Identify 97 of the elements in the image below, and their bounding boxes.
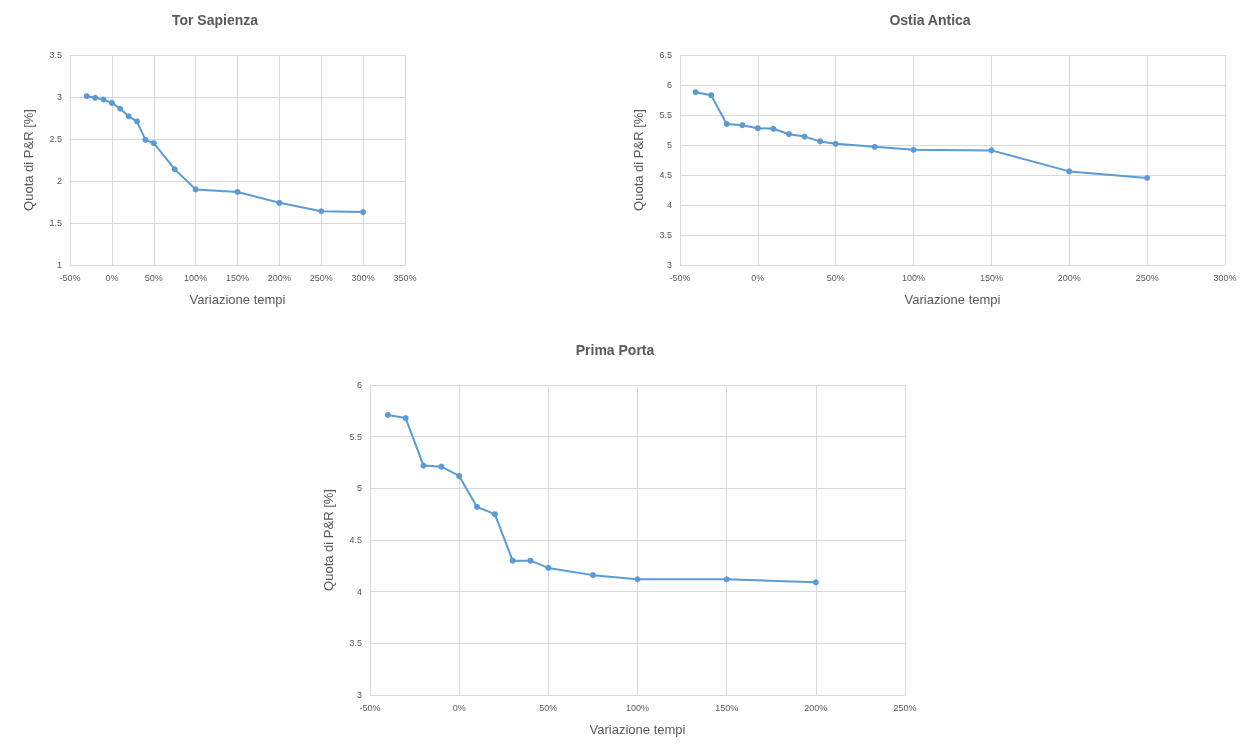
x-axis-title: Variazione tempi [589,722,686,737]
chart-title: Tor Sapienza [171,12,259,28]
x-axis-title: Variazione tempi [904,292,1001,307]
point [402,415,409,422]
point [108,99,115,106]
x-tick-label: 300% [1213,272,1237,283]
x-tick-label: 250% [1135,272,1159,283]
y-tick-label: 4 [666,200,672,210]
point [125,113,132,120]
x-tick-label: 50% [539,702,558,713]
x-tick-label: 200% [804,702,828,713]
y-tick-label: 3.5 [659,230,672,240]
point [786,131,792,138]
x-tick-label: 200% [267,272,291,283]
x-tick-label: 150% [225,272,250,283]
point [234,188,241,195]
x-tick-label: 50% [826,272,845,283]
point [754,125,761,132]
point [708,92,715,99]
x-tick-label: 0% [105,272,119,283]
x-tick-label: 100% [184,272,208,283]
point [192,186,199,193]
y-tick-label: 4 [356,586,362,597]
chart-title: Prima Porta [575,342,655,358]
point [384,411,391,418]
point [474,503,480,510]
y-tick-label: 5.5 [349,431,362,442]
point [692,89,699,96]
y-tick-label: 3 [56,92,62,102]
x-tick-label: 150% [979,272,1003,283]
x-tick-label: -50% [59,272,81,283]
point [92,94,99,101]
point [171,166,178,173]
y-tick-label: 6.5 [659,50,672,60]
point [318,208,325,215]
y-tick-label: 1 [56,260,62,270]
x-tick-label: 350% [393,272,417,283]
point [100,96,107,103]
point [438,463,445,470]
y-tick-label: 5.5 [659,110,672,120]
x-tick-label: 50% [144,272,163,283]
point [509,557,516,564]
point [1144,175,1151,181]
point [360,209,367,216]
point [832,140,839,147]
point [134,118,140,125]
y-tick-label: 3 [356,690,362,700]
x-tick-label: 0% [452,702,466,713]
x-tick-label: 0% [751,272,765,283]
x-tick-label: -50% [669,272,691,283]
x-axis-title: Variazione tempi [189,292,286,307]
point [801,133,808,140]
point [770,125,777,132]
y-tick-label: 3.5 [49,50,62,60]
x-tick-label: 100% [902,272,926,283]
point [456,472,463,479]
chart-title: Ostia Antica [889,12,971,28]
y-tick-label: 1.5 [49,218,62,228]
point [276,199,283,206]
y-tick-label: 4.5 [349,535,362,545]
y-tick-label: 5 [666,140,672,150]
point [812,579,819,586]
y-tick-label: 2.5 [49,134,62,144]
point [491,511,498,518]
x-tick-label: -50% [359,702,381,713]
x-tick-label: 250% [309,272,333,283]
y-tick-label: 6 [356,380,362,390]
point [723,576,730,583]
point [83,93,90,100]
point [739,122,746,129]
y-tick-label: 5 [356,483,362,494]
point [723,121,730,127]
point [817,138,824,145]
point [1066,168,1073,175]
point [142,136,149,143]
x-tick-label: 200% [1057,272,1081,283]
point [871,143,878,150]
point [420,462,427,469]
x-tick-label: 250% [893,702,917,713]
y-axis-title: Quota di P&R [%] [321,489,336,591]
y-tick-label: 2 [56,176,62,186]
y-tick-label: 6 [666,80,672,90]
y-tick-label: 4.5 [659,170,672,180]
y-tick-label: 3 [666,260,672,270]
y-axis-title: Quota di P&R [%] [21,109,36,211]
point [988,147,995,154]
x-tick-label: 150% [715,702,739,713]
x-tick-label: 300% [351,272,375,283]
x-tick-label: 100% [625,702,650,713]
y-tick-label: 3.5 [349,638,362,649]
point [910,146,917,153]
y-axis-title: Quota di P&R [%] [631,109,646,211]
point [150,140,157,147]
point [545,564,552,571]
point [117,105,124,112]
point [589,572,596,579]
point [634,576,641,583]
